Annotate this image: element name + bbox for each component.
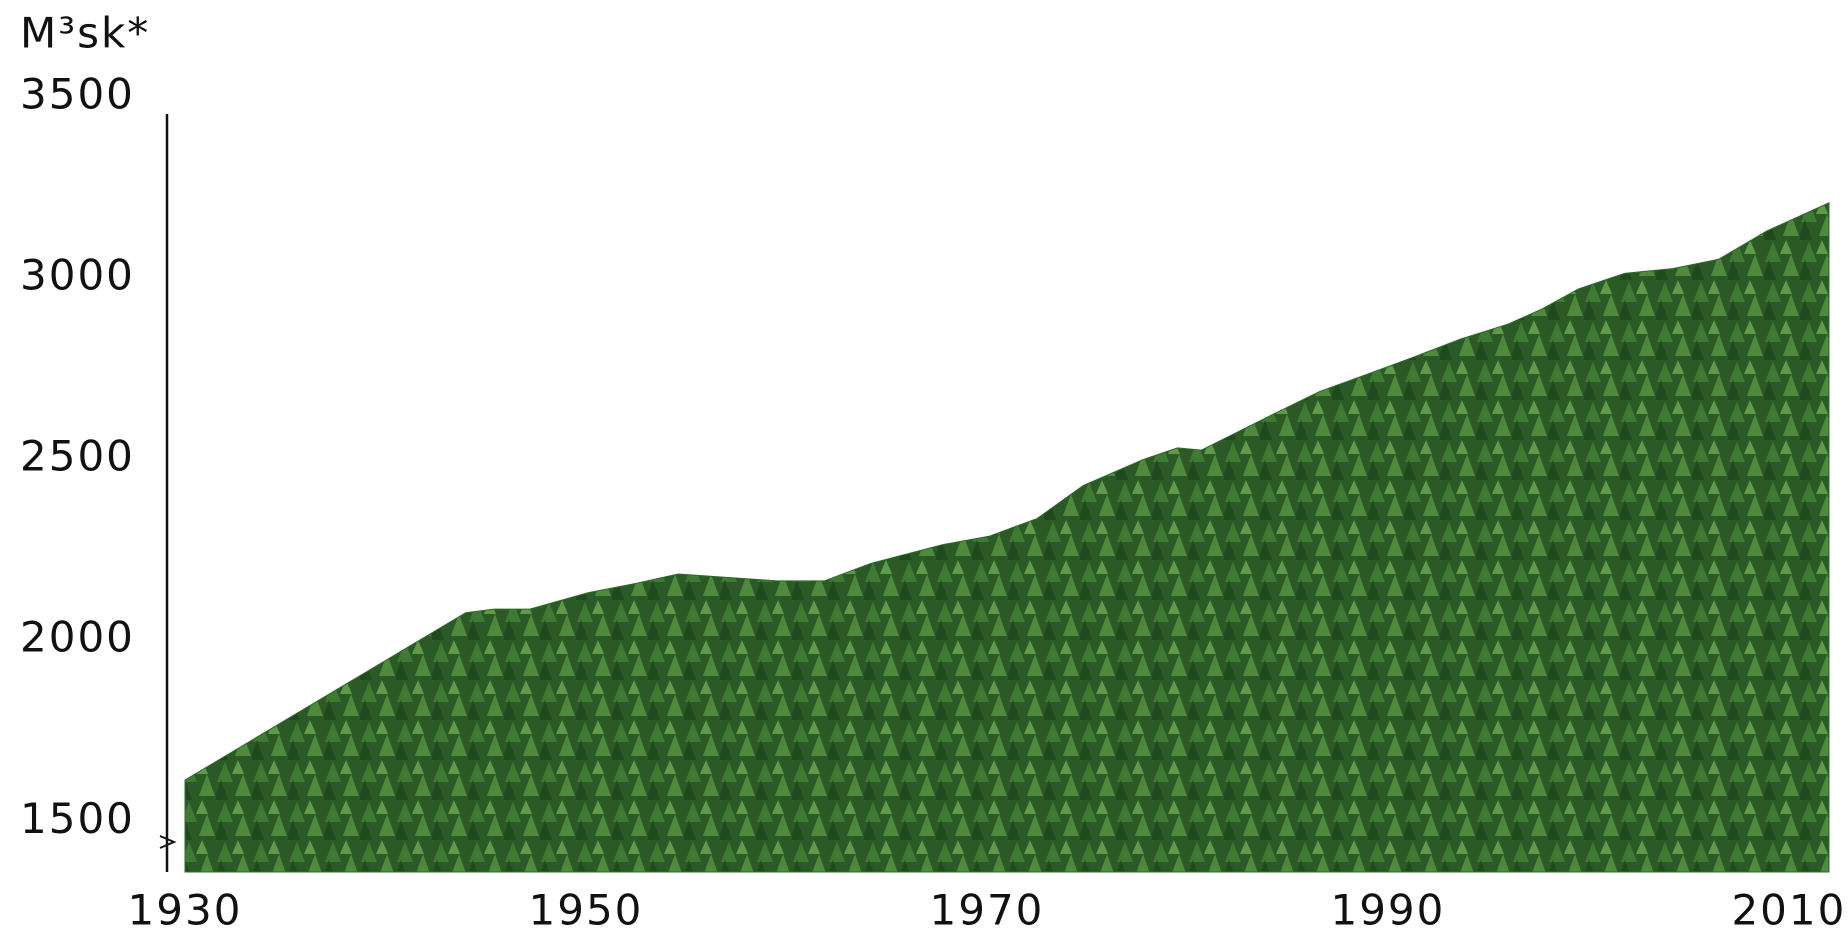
axis-break bbox=[159, 835, 177, 849]
y-axis-label: M³sk* bbox=[20, 9, 150, 58]
y-tick-label: 2000 bbox=[20, 613, 135, 662]
y-tick-label: 3000 bbox=[20, 251, 135, 300]
y-tick-label: 3500 bbox=[20, 70, 135, 119]
x-tick-label: 1930 bbox=[128, 886, 243, 935]
x-tick-label: 2010 bbox=[1731, 886, 1846, 935]
x-tick-label: 1990 bbox=[1330, 886, 1445, 935]
x-tick-label: 1950 bbox=[529, 886, 644, 935]
x-tick-label: 1970 bbox=[930, 886, 1045, 935]
y-tick-label: 2500 bbox=[20, 432, 135, 481]
y-tick-label: 1500 bbox=[20, 794, 135, 843]
area bbox=[184, 201, 1830, 873]
